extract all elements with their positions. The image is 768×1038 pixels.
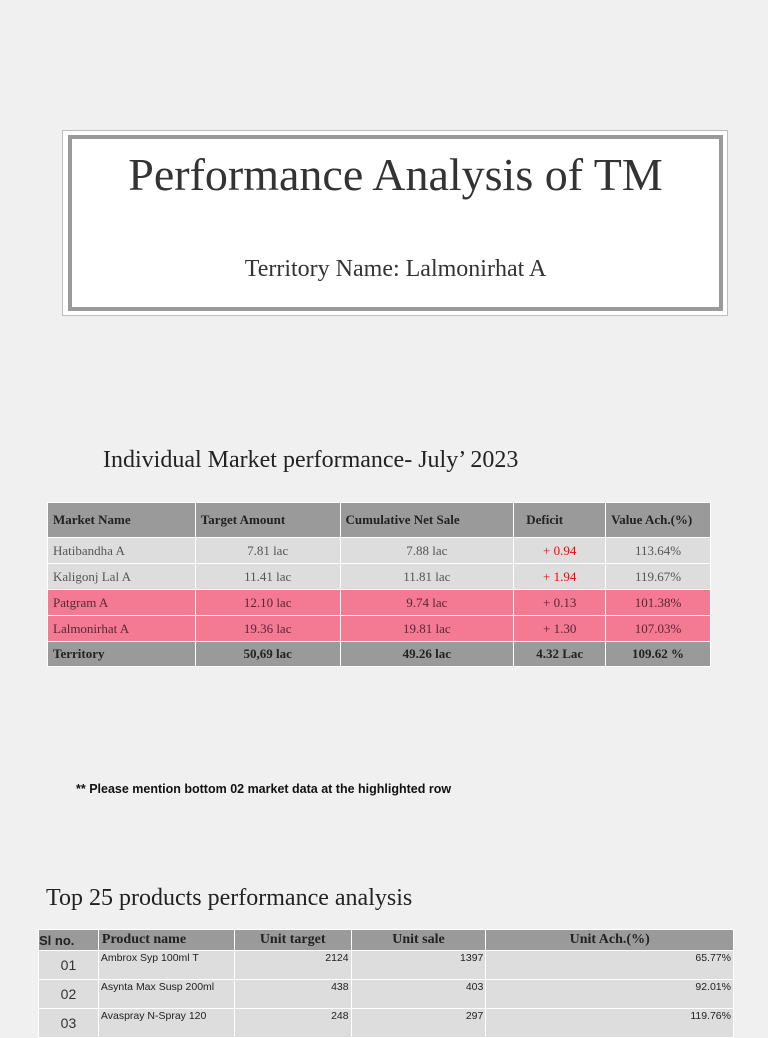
column-header: Market Name [47,502,196,538]
unit-achievement: 119.76% [485,1008,734,1038]
product-name: Ambrox Syp 100ml T [97,950,235,980]
market-name: Hatibandha A [47,537,196,564]
highlighted-row: Lalmonirhat A 19.36 lac 19.81 lac + 1.30… [47,615,711,642]
column-header: Target Amount [194,502,341,538]
highlight-note: ** Please mention bottom 02 market data … [76,782,452,796]
products-section-heading: Top 25 products performance analysis [46,885,413,911]
table-row: 03 Avaspray N-Spray 120 248 297 119.76% [38,1008,734,1038]
market-section-heading: Individual Market performance- July’ 202… [103,447,519,473]
market-performance-table: Market Name Target Amount Cumulative Net… [47,502,711,667]
table-header-row: Sl no. Product name Unit target Unit sal… [38,929,734,951]
serial-number: 03 [38,1008,99,1038]
value-achievement: 119.67% [605,563,711,590]
target-amount: 12.10 lac [194,589,341,616]
table-row: Hatibandha A 7.81 lac 7.88 lac + 0.94 11… [47,537,711,564]
total-deficit: 4.32 Lac [513,641,607,667]
column-header: Value Ach.(%) [605,502,711,538]
territory-label: Territory [47,641,196,667]
target-amount: 11.41 lac [194,563,341,590]
table-header-row: Market Name Target Amount Cumulative Net… [47,502,711,538]
unit-sale: 403 [350,979,487,1009]
total-achievement: 109.62 % [605,641,711,667]
unit-sale: 1397 [350,950,487,980]
unit-achievement: 92.01% [485,979,734,1009]
market-name: Lalmonirhat A [47,615,196,642]
column-header: Product name [97,929,235,951]
cumulative-net-sale: 19.81 lac [339,615,515,642]
table-row: 02 Asynta Max Susp 200ml 438 403 92.01% [38,979,734,1009]
unit-achievement: 65.77% [485,950,734,980]
market-name: Kaligonj Lal A [47,563,196,590]
table-row: Kaligonj Lal A 11.41 lac 11.81 lac + 1.9… [47,563,711,590]
total-row: Territory 50,69 lac 49.26 lac 4.32 Lac 1… [47,641,711,667]
target-amount: 19.36 lac [194,615,341,642]
serial-number: 01 [38,950,99,980]
column-header: Sl no. [38,929,99,951]
column-header: Deficit [513,502,607,538]
deficit-value: + 1.94 [513,563,607,590]
column-header: Unit target [233,929,352,951]
products-table: Sl no. Product name Unit target Unit sal… [38,929,734,1038]
cumulative-net-sale: 9.74 lac [339,589,515,616]
table-row: 01 Ambrox Syp 100ml T 2124 1397 65.77% [38,950,734,980]
column-header: Cumulative Net Sale [339,502,515,538]
value-achievement: 107.03% [605,615,711,642]
column-header: Unit Ach.(%) [485,929,734,951]
total-target: 50,69 lac [194,641,341,667]
deficit-value: + 0.94 [513,537,607,564]
total-net-sale: 49.26 lac [339,641,515,667]
unit-target: 248 [233,1008,352,1038]
target-amount: 7.81 lac [194,537,341,564]
unit-sale: 297 [350,1008,487,1038]
page-title: Performance Analysis of TM [128,149,663,200]
title-frame: Performance Analysis of TM Territory Nam… [68,135,723,311]
product-name: Asynta Max Susp 200ml [97,979,235,1009]
deficit-value: + 1.30 [513,615,607,642]
product-name: Avaspray N-Spray 120 [97,1008,235,1038]
value-achievement: 101.38% [605,589,711,616]
unit-target: 2124 [233,950,352,980]
territory-name: Territory Name: Lalmonirhat A [244,256,547,282]
value-achievement: 113.64% [605,537,711,564]
cumulative-net-sale: 7.88 lac [339,537,515,564]
market-name: Patgram A [47,589,196,616]
deficit-value: + 0.13 [513,589,607,616]
column-header: Unit sale [350,929,487,951]
serial-number: 02 [38,979,99,1009]
highlighted-row: Patgram A 12.10 lac 9.74 lac + 0.13 101.… [47,589,711,616]
unit-target: 438 [233,979,352,1009]
title-box: Performance Analysis of TM Territory Nam… [62,130,728,316]
cumulative-net-sale: 11.81 lac [339,563,515,590]
